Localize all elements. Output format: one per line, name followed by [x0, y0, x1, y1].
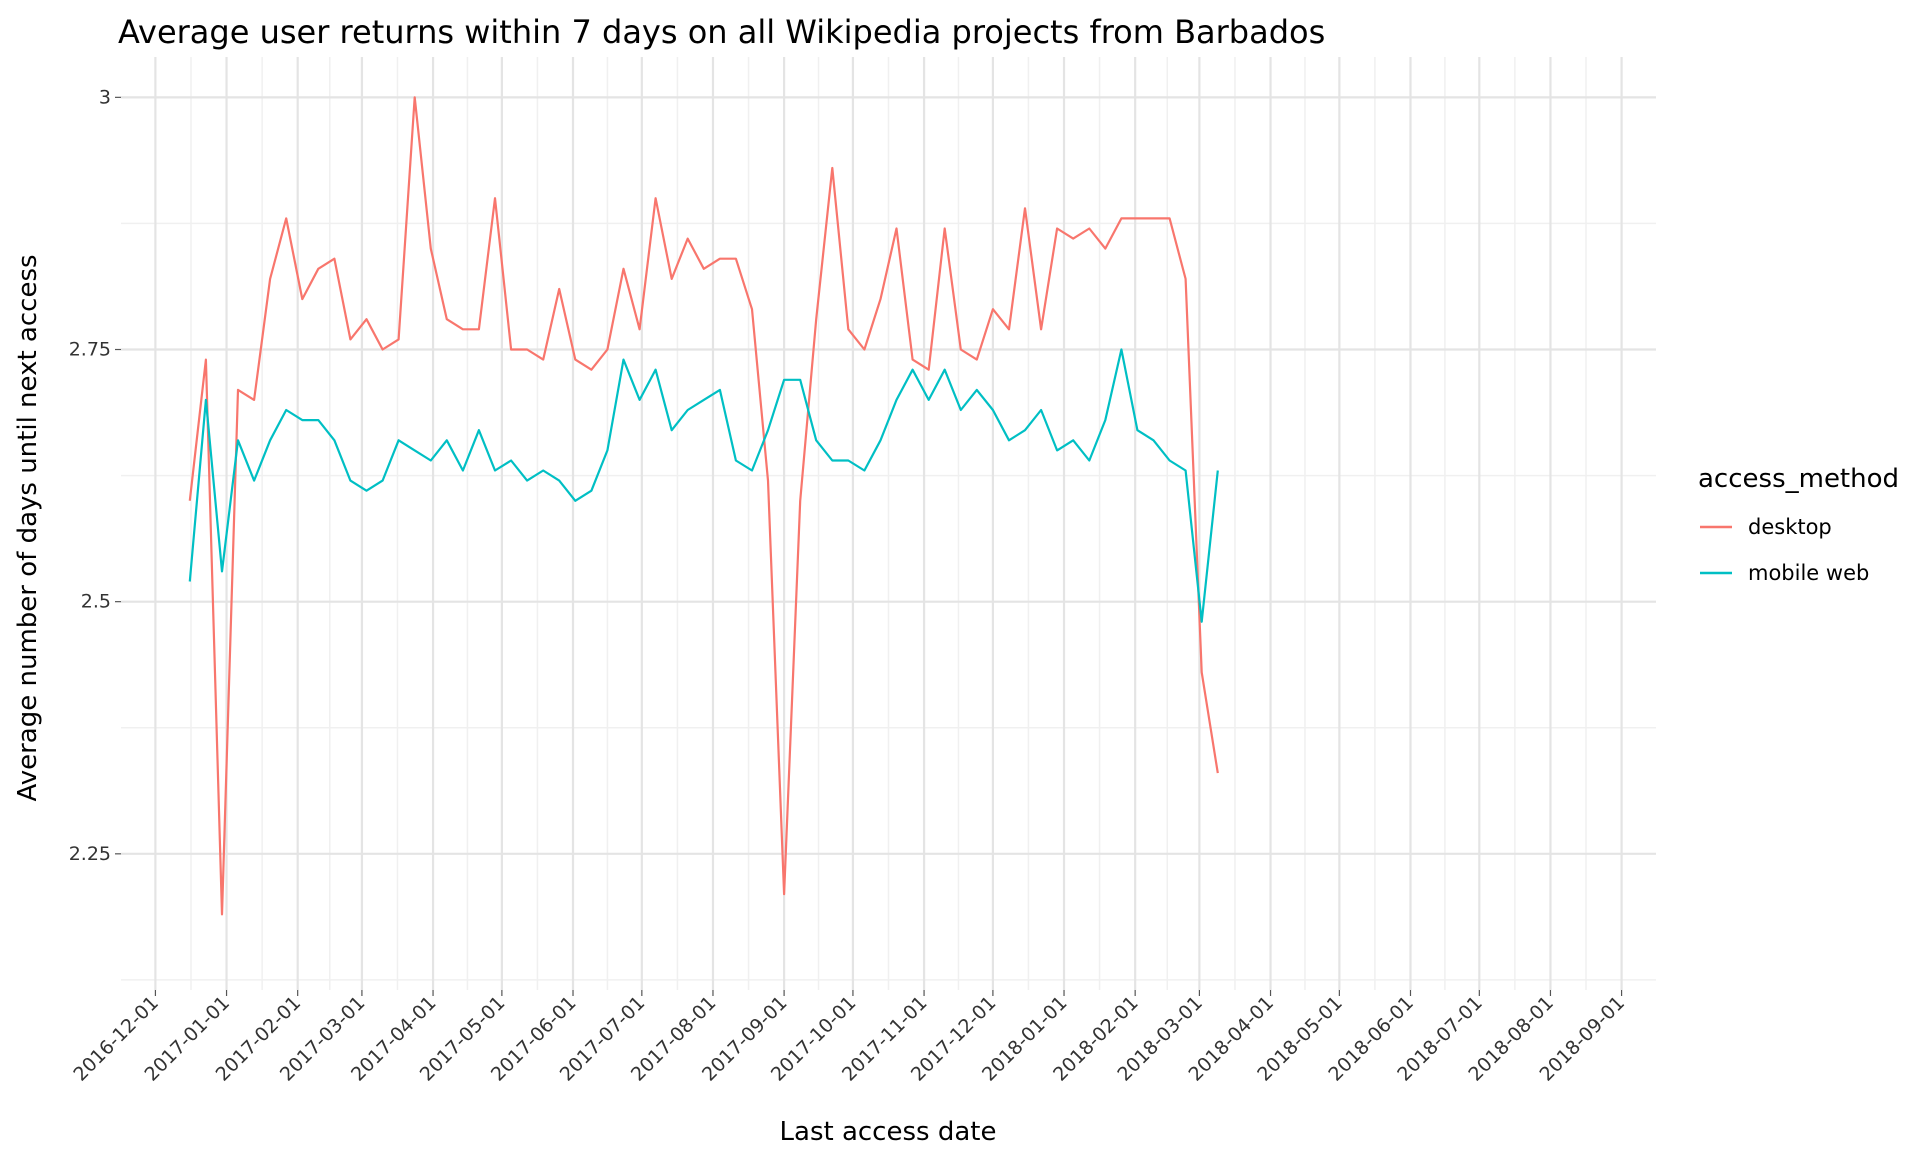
- minor-gridlines: [121, 57, 1656, 990]
- y-tick-label: 2.75: [69, 339, 111, 361]
- major-gridlines: [121, 57, 1656, 990]
- series-line-desktop: [188, 96, 1219, 916]
- y-tick-label: 2.5: [81, 591, 111, 613]
- y-tick-label: 3: [99, 86, 111, 108]
- legend-label-desktop: desktop: [1748, 515, 1832, 539]
- legend-label-mobile-web: mobile web: [1748, 561, 1869, 585]
- y-tick-label: 2.25: [69, 843, 111, 865]
- legend: access_method desktop mobile web: [1698, 464, 1899, 585]
- y-axis-ticks: 2.25 2.5 2.75 3: [69, 86, 121, 865]
- series-line-mobile-web: [188, 348, 1219, 623]
- series-lines: [188, 96, 1219, 916]
- x-axis-ticks: 2016-12-012017-01-012017-02-012017-03-01…: [69, 990, 1629, 1086]
- y-axis-title: Average number of days until next access: [13, 254, 43, 801]
- chart-title: Average user returns within 7 days on al…: [118, 13, 1325, 51]
- x-axis-title: Last access date: [780, 1117, 997, 1147]
- legend-title: access_method: [1698, 464, 1899, 494]
